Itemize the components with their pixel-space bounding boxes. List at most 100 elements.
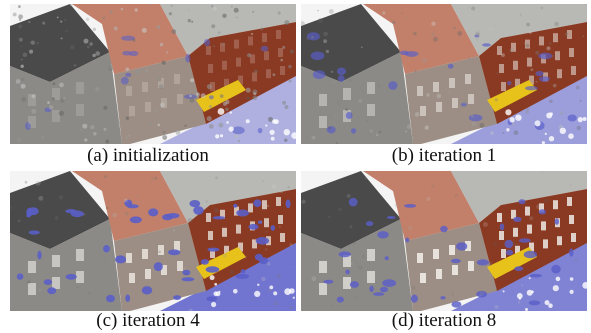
noise-point <box>73 64 76 67</box>
blue-gap <box>518 199 526 205</box>
noise-point <box>125 67 130 72</box>
window <box>452 265 458 275</box>
noise-point <box>524 42 526 45</box>
noise-point <box>284 138 288 142</box>
noise-point <box>65 29 68 33</box>
blue-gap <box>365 221 374 227</box>
noise-point <box>336 100 342 105</box>
blue-gap <box>240 269 246 274</box>
window <box>436 269 442 279</box>
noise-point <box>268 116 273 122</box>
noise-point <box>353 295 358 300</box>
window <box>433 82 439 92</box>
noise-point <box>157 123 161 127</box>
window <box>555 51 560 61</box>
noise-point <box>277 11 281 15</box>
noise-point <box>280 58 284 62</box>
caption-iteration-4: (c) iteration 4 <box>96 310 200 331</box>
blue-gap <box>285 199 291 209</box>
window <box>174 241 180 251</box>
blue-gap <box>345 111 353 120</box>
noise-point <box>103 127 107 131</box>
window <box>158 245 164 255</box>
window <box>278 215 283 224</box>
ground-point <box>254 290 261 297</box>
noise-point <box>93 132 97 136</box>
noise-point <box>365 119 368 122</box>
blue-gap <box>372 292 385 296</box>
window <box>529 75 534 85</box>
noise-point <box>83 213 86 216</box>
noise-point <box>519 14 522 16</box>
window <box>234 206 239 216</box>
window <box>206 213 211 222</box>
blue-gap <box>168 249 181 256</box>
noise-point <box>70 4 73 7</box>
noise-point <box>282 45 286 49</box>
ground-point <box>544 132 547 135</box>
noise-point <box>356 265 359 268</box>
noise-point <box>84 138 88 142</box>
reconstruction-render <box>10 4 296 144</box>
noise-point <box>70 45 75 50</box>
noise-point <box>406 124 412 130</box>
noise-point <box>62 96 66 100</box>
noise-point <box>83 38 89 44</box>
noise-point <box>48 105 54 110</box>
window <box>220 42 225 52</box>
noise-point <box>254 69 258 73</box>
noise-point <box>24 180 28 184</box>
noise-point <box>149 4 152 6</box>
window <box>319 261 327 273</box>
window <box>224 78 229 88</box>
window <box>142 249 148 259</box>
noise-point <box>172 229 176 232</box>
blue-gap <box>468 114 483 122</box>
blue-gap <box>207 247 220 252</box>
noise-point <box>218 122 224 128</box>
noise-point <box>471 6 476 11</box>
noise-point <box>282 100 287 105</box>
noise-point <box>159 42 164 47</box>
noise-point <box>86 45 90 49</box>
blue-gap <box>212 216 226 220</box>
blue-gap <box>141 286 153 295</box>
blue-gap <box>43 279 53 285</box>
reconstruction-image-iteration-8 <box>301 171 587 311</box>
blue-gap <box>461 102 467 107</box>
noise-point <box>253 92 257 96</box>
blue-gap <box>189 200 201 208</box>
window <box>513 227 518 237</box>
noise-point <box>60 98 65 103</box>
ground-point <box>577 117 583 123</box>
noise-point <box>245 87 251 93</box>
window <box>449 245 455 255</box>
noise-point <box>525 43 530 48</box>
noise-point <box>168 12 172 16</box>
left-roof <box>10 171 110 249</box>
noise-point <box>160 102 165 108</box>
noise-point <box>335 141 338 144</box>
ground-point <box>525 308 528 311</box>
noise-point <box>288 64 292 69</box>
noise-point <box>475 32 480 37</box>
noise-point <box>274 301 279 306</box>
window <box>276 30 281 39</box>
noise-point <box>110 66 113 69</box>
blue-gap <box>27 207 39 216</box>
blue-gap <box>258 257 269 265</box>
blue-gap <box>185 53 191 63</box>
noise-point <box>357 115 361 119</box>
blue-gap <box>103 245 110 253</box>
window <box>76 82 84 94</box>
noise-point <box>189 94 192 98</box>
noise-point <box>364 176 368 180</box>
left-roof <box>10 4 110 82</box>
noise-point <box>328 126 331 130</box>
noise-point <box>82 123 88 129</box>
ground-point <box>509 117 515 123</box>
noise-point <box>87 291 91 296</box>
noise-point <box>488 27 493 32</box>
noise-point <box>54 216 59 220</box>
noise-point <box>12 12 17 17</box>
